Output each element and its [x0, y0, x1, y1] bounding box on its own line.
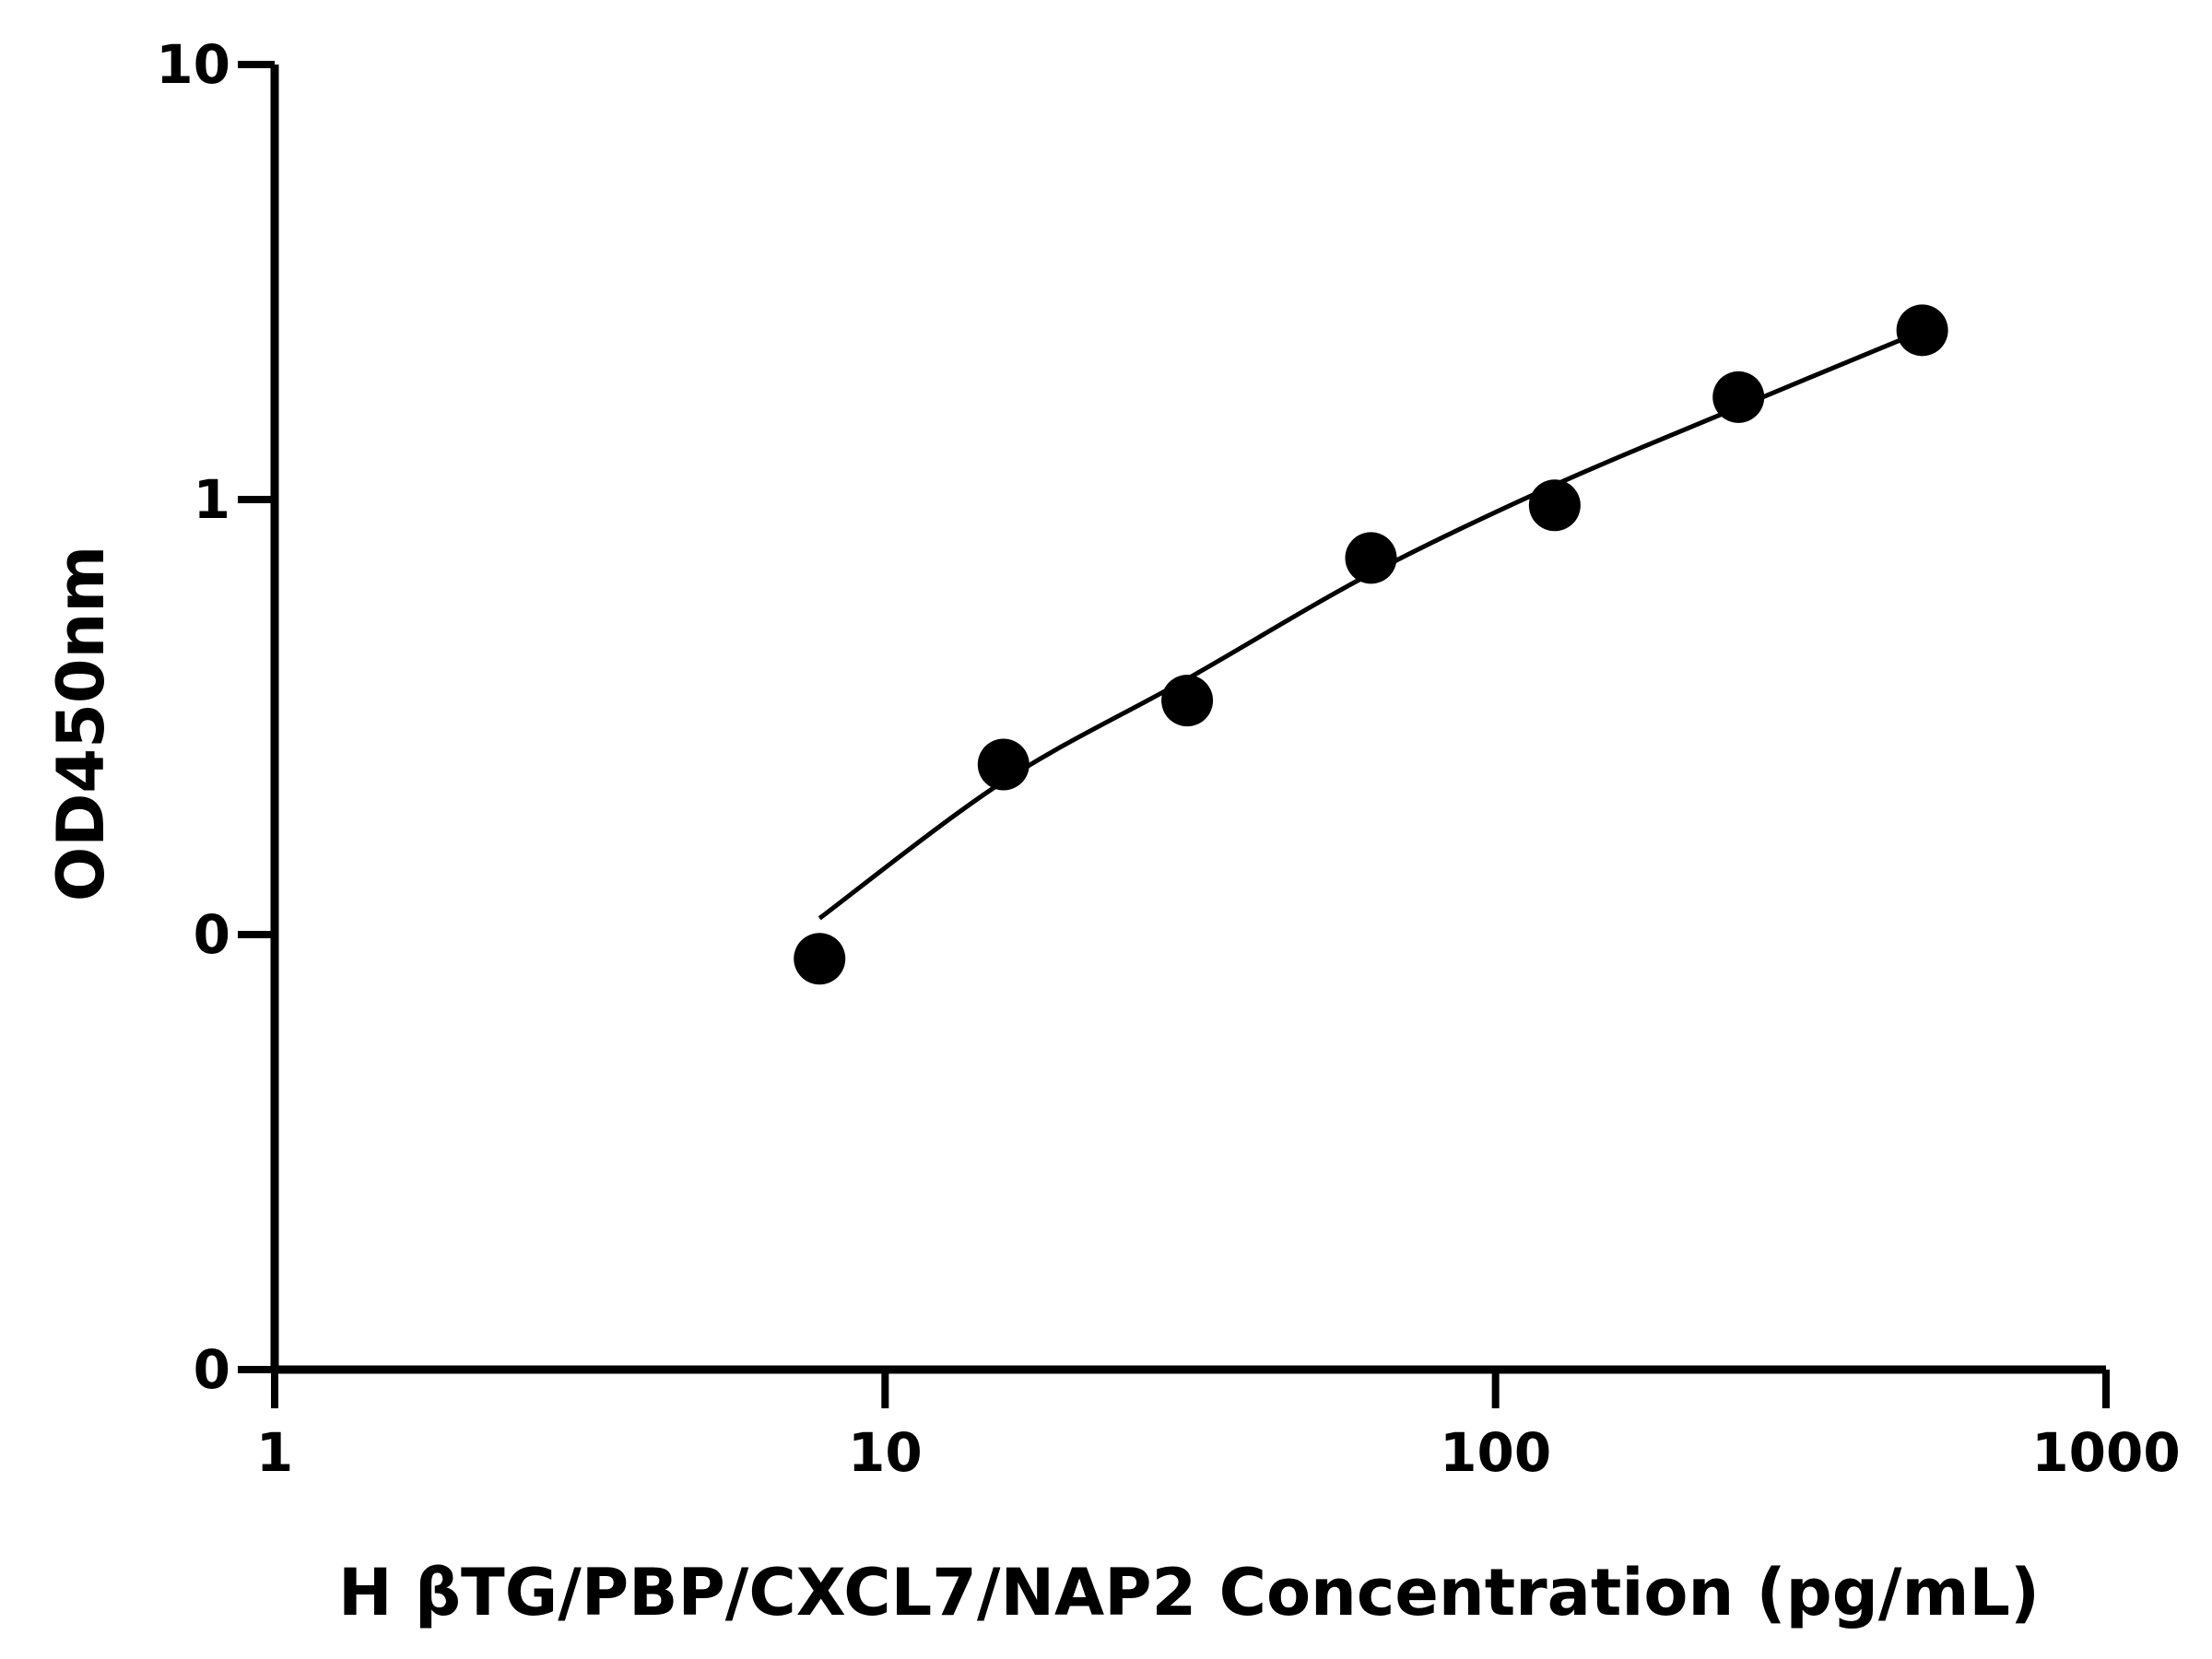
- data-point: [977, 738, 1030, 791]
- x-tick-label: 1000: [2031, 1421, 2180, 1484]
- data-point: [1345, 532, 1397, 584]
- fit-curve: [818, 328, 1924, 921]
- data-point: [1896, 304, 1948, 357]
- x-axis-title: H βTG/PBP/CXCL7/NAP2 Concentration (pg/m…: [338, 1555, 2040, 1630]
- x-tick-label: 100: [1440, 1421, 1551, 1484]
- data-point: [1712, 371, 1765, 423]
- y-tick-label: 10: [156, 33, 230, 96]
- x-tick-label: 10: [848, 1421, 923, 1484]
- data-point: [794, 933, 846, 985]
- y-tick-label: 0: [194, 1338, 230, 1401]
- y-axis-title: OD450nm: [43, 546, 119, 902]
- x-tick-label: 1: [256, 1421, 293, 1484]
- y-tick-label: 0: [194, 903, 230, 966]
- data-point: [1161, 675, 1214, 727]
- y-tick-label: 1: [194, 468, 230, 531]
